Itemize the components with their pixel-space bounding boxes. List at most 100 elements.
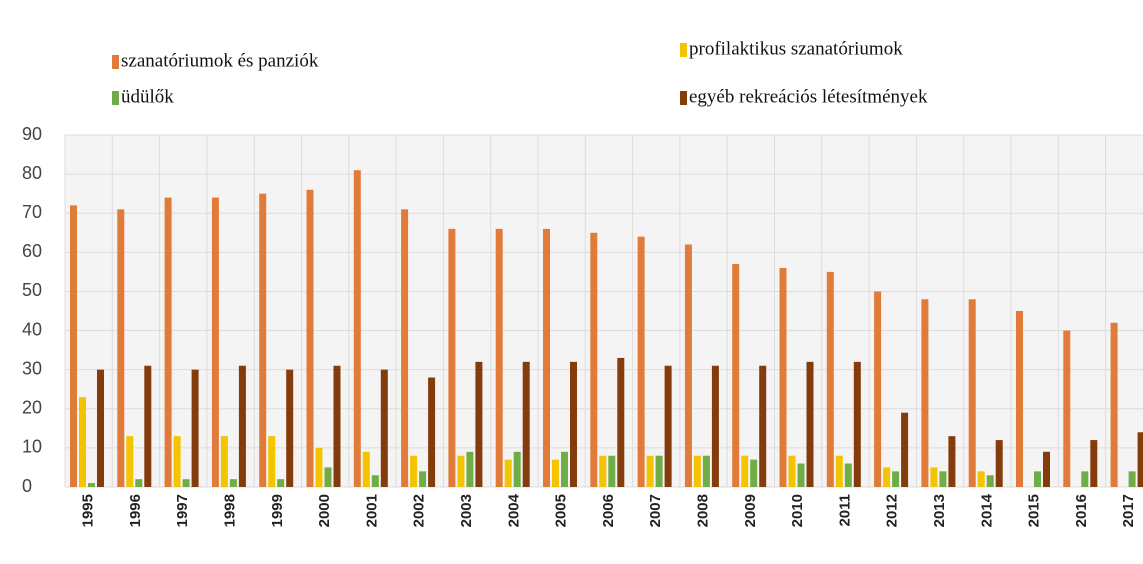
y-tick-label: 60	[22, 241, 42, 261]
bar	[380, 369, 388, 487]
bar	[806, 361, 814, 487]
bar	[401, 209, 409, 488]
legend-swatch	[680, 43, 687, 57]
bar	[570, 361, 577, 487]
bar	[70, 205, 77, 487]
x-tick-label: 1995	[80, 494, 97, 527]
bar	[901, 412, 909, 487]
bar	[968, 299, 976, 487]
bar	[353, 170, 361, 487]
x-tick-label: 2003	[458, 494, 475, 527]
bar	[664, 365, 672, 487]
bar	[88, 483, 95, 487]
bar	[599, 455, 607, 487]
x-tick-label: 1996	[127, 494, 144, 527]
bar	[126, 436, 134, 487]
bar	[874, 291, 882, 487]
x-tick-label: 2006	[600, 494, 617, 527]
bar	[711, 365, 719, 487]
bar	[1137, 432, 1143, 487]
bar	[97, 369, 104, 487]
bar	[191, 369, 199, 487]
bar	[939, 471, 947, 487]
legend-swatch	[112, 55, 119, 69]
x-tick-label: 2010	[789, 494, 806, 527]
bar	[750, 459, 758, 487]
x-tick-label: 2007	[647, 494, 664, 527]
bar	[883, 467, 891, 487]
bar	[144, 365, 152, 487]
x-tick-label: 1998	[222, 494, 239, 527]
y-tick-label: 90	[22, 124, 42, 144]
bar	[1081, 471, 1089, 487]
x-tick-label: 2005	[553, 494, 570, 527]
bar	[617, 357, 625, 487]
x-tick-label: 2017	[1120, 494, 1137, 527]
legend-label: üdülők	[121, 86, 174, 107]
bar	[259, 193, 267, 487]
bar	[892, 471, 900, 487]
bar	[1016, 311, 1023, 487]
bar	[995, 440, 1003, 487]
bar	[741, 455, 749, 487]
bar	[135, 479, 143, 487]
bar	[466, 451, 474, 487]
bar	[853, 361, 861, 487]
bar	[655, 455, 663, 487]
bar	[286, 369, 294, 487]
bar	[448, 228, 456, 487]
bar	[79, 397, 86, 487]
x-tick-label: 2013	[931, 494, 948, 527]
bar	[495, 228, 503, 487]
y-tick-label: 20	[22, 398, 42, 418]
bar	[362, 451, 370, 487]
bar	[1034, 471, 1041, 487]
x-tick-label: 2004	[505, 493, 522, 527]
x-tick-label: 2014	[978, 493, 995, 527]
bar	[229, 479, 237, 487]
bar	[826, 271, 834, 487]
bar	[844, 463, 852, 487]
bar	[1090, 440, 1098, 487]
x-tick-label: 2009	[742, 494, 759, 527]
legend-swatch	[112, 91, 119, 105]
bar	[1043, 451, 1050, 487]
x-tick-label: 2012	[884, 494, 901, 527]
bar	[702, 455, 710, 487]
bar	[608, 455, 616, 487]
y-tick-label: 40	[22, 319, 42, 339]
bar	[315, 447, 323, 487]
bar	[333, 365, 341, 487]
plot-background	[65, 135, 1143, 487]
bar	[457, 455, 465, 487]
bar	[543, 228, 550, 487]
bar	[646, 455, 654, 487]
bar	[428, 377, 436, 487]
bar	[930, 467, 938, 487]
legend-label: profilaktikus szanatóriumok	[689, 38, 903, 59]
bar	[732, 264, 740, 487]
y-tick-label: 30	[22, 358, 42, 378]
bar	[637, 236, 645, 487]
bar	[117, 209, 125, 488]
y-tick-label: 10	[22, 437, 42, 457]
x-tick-label: 2016	[1073, 494, 1090, 527]
bar	[977, 471, 985, 487]
bar	[164, 197, 172, 488]
x-tick-label: 2002	[411, 494, 428, 527]
bar	[986, 475, 994, 487]
bar	[1110, 322, 1118, 487]
bar	[1063, 330, 1071, 487]
x-tick-label: 2001	[363, 494, 380, 527]
bar	[238, 365, 246, 487]
bar	[513, 451, 521, 487]
x-tick-label: 2008	[695, 494, 712, 527]
bar	[306, 189, 314, 487]
bar	[1128, 471, 1136, 487]
x-tick-label: 2015	[1026, 494, 1043, 527]
bar	[504, 459, 512, 487]
bar	[561, 451, 568, 487]
y-tick-label: 0	[22, 476, 32, 496]
x-tick-label: 2000	[316, 494, 333, 527]
